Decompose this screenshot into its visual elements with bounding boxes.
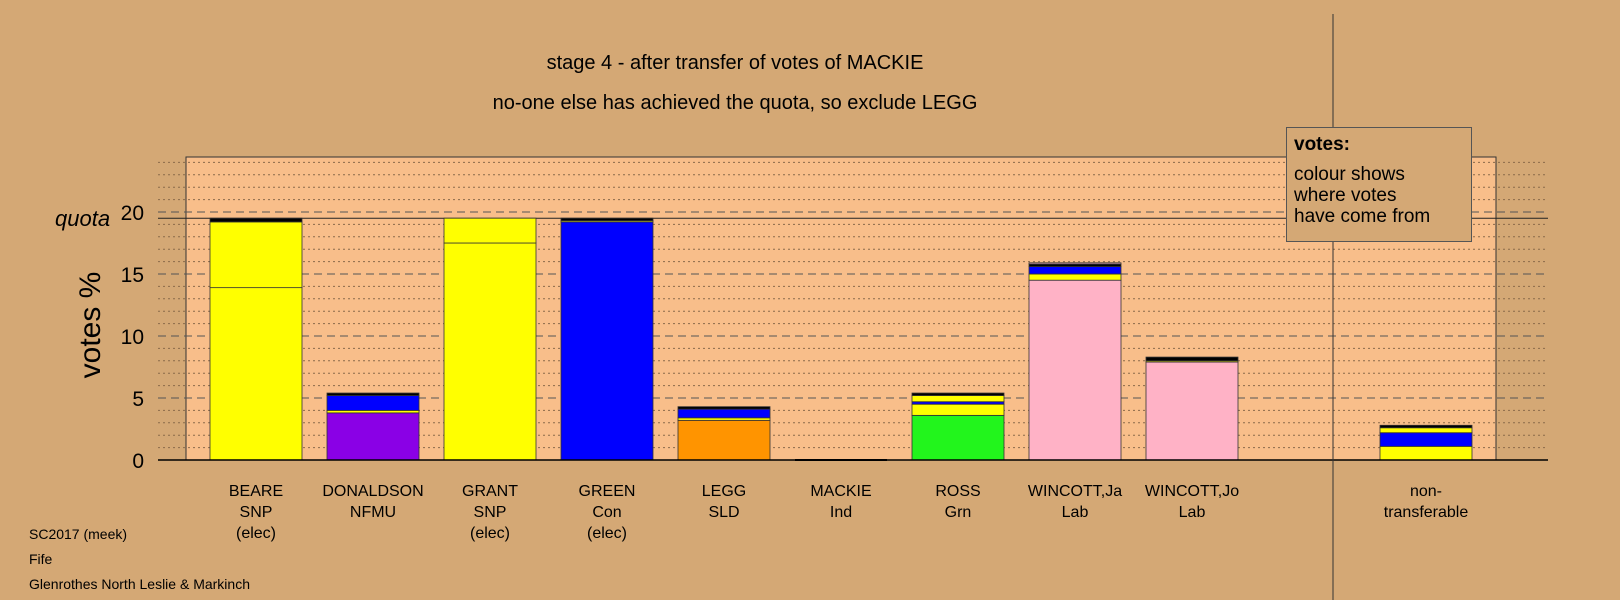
bar-segment	[1028, 273, 1122, 281]
candidate-status: (elec)	[586, 525, 627, 542]
bar-segment	[1028, 266, 1122, 275]
candidate-name: WINCOTT,Jo	[1144, 483, 1240, 500]
bar-legg	[677, 406, 771, 461]
axes: 0 5 10 15 20 quota votes %	[55, 14, 1548, 600]
bar-segment	[560, 217, 654, 222]
candidate-label: non-transferable	[1361, 481, 1491, 523]
candidate-label: GREEN Con (elec)	[542, 481, 672, 544]
bar-segment	[1145, 356, 1239, 362]
bar-segment	[1028, 262, 1122, 265]
candidate-label: DONALDSON NFMU	[308, 481, 438, 523]
legend-box: votes: colour shows where votes have com…	[1286, 127, 1472, 242]
bar-segment	[1379, 427, 1473, 434]
bar-segment	[209, 221, 303, 289]
candidate-name: GREEN	[578, 483, 636, 500]
chart-title: stage 4 - after transfer of votes of MAC…	[546, 52, 924, 74]
candidate-name: ROSS	[935, 483, 981, 500]
candidate-party: transferable	[1383, 504, 1469, 521]
y-tick-label: 5	[132, 388, 144, 411]
candidate-party: Lab	[1061, 504, 1089, 521]
bar-segment	[443, 242, 537, 461]
bar-segment	[677, 419, 771, 461]
bar-segment	[1145, 361, 1239, 461]
candidate-party: NFMU	[349, 504, 397, 521]
bar-segment	[326, 392, 420, 396]
bar-wincott-ja	[1028, 262, 1122, 461]
candidate-status: (elec)	[235, 525, 276, 542]
footer-council: Fife	[29, 551, 53, 567]
candidate-label: GRANT SNP (elec)	[425, 481, 555, 544]
y-axis-label: votes %	[74, 272, 107, 379]
candidate-label: WINCOTT,Ja Lab	[1010, 481, 1140, 523]
legend-heading: votes:	[1294, 134, 1350, 155]
candidate-label: MACKIE Ind	[776, 481, 906, 523]
legend-line: have come from	[1294, 206, 1431, 227]
bar-donaldson	[326, 392, 420, 461]
candidate-name: non-	[1409, 483, 1443, 500]
candidate-label: BEARE SNP (elec)	[191, 481, 321, 544]
bar-segment	[209, 217, 303, 223]
bar-segment	[911, 392, 1005, 396]
candidate-label: LEGG SLD	[659, 481, 789, 523]
bar-segment	[560, 221, 654, 461]
bar-non-	[1379, 424, 1473, 461]
bar-grant	[443, 217, 537, 461]
candidate-name: WINCOTT,Ja	[1027, 483, 1123, 500]
y-tick-label: 15	[121, 264, 144, 287]
bar-segment	[911, 395, 1005, 403]
bar-segment	[677, 406, 771, 410]
bar-segment	[326, 412, 420, 461]
y-tick-label: 0	[132, 450, 144, 473]
bar-segment	[209, 287, 303, 461]
bars	[209, 217, 1473, 461]
candidate-label: ROSS Grn	[893, 481, 1023, 523]
bar-beare	[209, 217, 303, 461]
bar-green	[560, 217, 654, 461]
candidate-name: GRANT	[462, 483, 518, 500]
legend-line: colour shows	[1294, 164, 1405, 185]
candidate-party: Grn	[944, 504, 972, 521]
chart-subtitle: no-one else has achieved the quota, so e…	[492, 92, 978, 114]
candidate-name: LEGG	[701, 483, 747, 500]
quota-label: quota	[55, 206, 110, 231]
bar-wincott-jo	[1145, 356, 1239, 461]
candidate-name: MACKIE	[810, 483, 872, 500]
footer-ward: Glenrothes North Leslie & Markinch	[29, 576, 250, 592]
candidate-party: SNP	[473, 504, 507, 521]
bar-segment	[911, 414, 1005, 461]
candidate-party: Lab	[1178, 504, 1206, 521]
bar-segment	[677, 408, 771, 419]
candidate-party: SLD	[708, 504, 740, 521]
bar-ross	[911, 392, 1005, 461]
bar-segment	[443, 217, 537, 244]
y-tick-label: 10	[121, 326, 144, 349]
footer-election: SC2017 (meek)	[29, 526, 128, 542]
y-tick-label: 20	[121, 202, 144, 225]
candidate-party: Ind	[829, 504, 853, 521]
bar-segment	[326, 395, 420, 411]
legend-line: where votes	[1294, 185, 1397, 206]
bar-segment	[1379, 432, 1473, 447]
candidate-name: DONALDSON	[322, 483, 424, 500]
candidate-party: SNP	[239, 504, 273, 521]
bar-segment	[911, 403, 1005, 416]
bar-segment	[1379, 445, 1473, 461]
bar-segment	[1379, 424, 1473, 429]
candidate-label: WINCOTT,Jo Lab	[1127, 481, 1257, 523]
candidate-party: Con	[592, 504, 622, 521]
candidate-name: BEARE	[228, 483, 284, 500]
candidate-status: (elec)	[469, 525, 510, 542]
bar-segment	[1028, 279, 1122, 461]
